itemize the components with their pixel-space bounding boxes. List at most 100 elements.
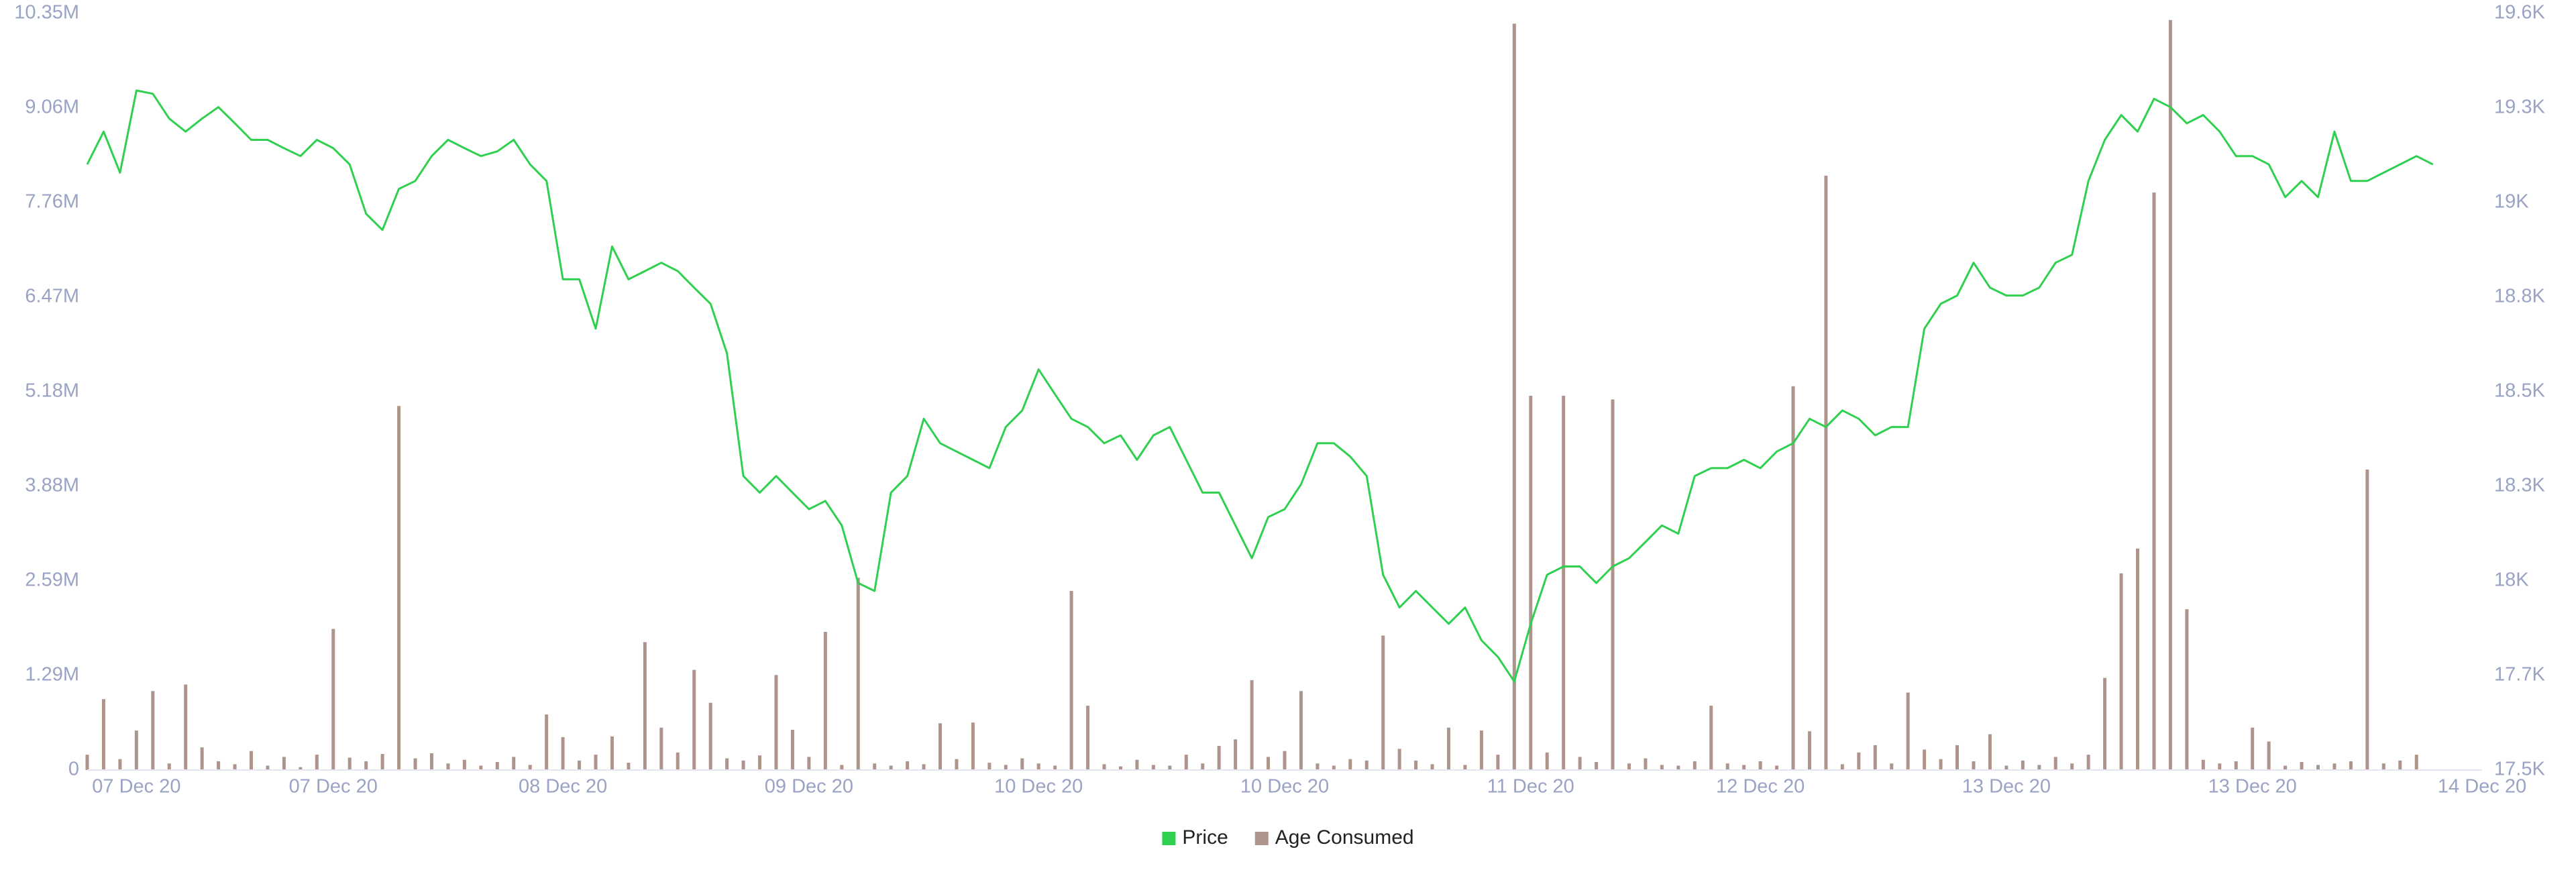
bar — [987, 763, 991, 770]
x-tick-label: 09 Dec 20 — [765, 776, 853, 798]
bar — [2218, 763, 2222, 770]
bar — [906, 761, 910, 770]
bar — [2267, 741, 2271, 770]
bar — [1496, 755, 1500, 770]
bar — [462, 759, 466, 770]
x-tick-label: 11 Dec 20 — [1487, 776, 1574, 798]
bar — [1972, 761, 1976, 770]
y-tick-label: 3.88M — [25, 475, 79, 496]
bar — [2300, 762, 2304, 770]
bar — [1151, 765, 1155, 770]
bar — [217, 761, 221, 770]
y2-tick-label: 18K — [2494, 569, 2529, 591]
bar — [578, 760, 582, 770]
legend: Price Age Consumed — [1162, 826, 1414, 849]
bar — [2316, 765, 2320, 770]
bar — [1217, 746, 1221, 770]
x-tick-label: 10 Dec 20 — [1240, 776, 1329, 798]
y2-tick-label: 18.5K — [2494, 380, 2545, 402]
bar — [708, 702, 712, 770]
bar — [1463, 765, 1467, 770]
y2-tick-label: 18.8K — [2494, 286, 2545, 307]
bar — [1660, 765, 1664, 770]
bar — [1923, 749, 1927, 770]
bar — [1430, 764, 1434, 770]
bar — [1611, 399, 1615, 770]
bar — [1267, 757, 1271, 770]
bar — [676, 752, 680, 770]
bar — [118, 759, 122, 770]
bar — [266, 765, 270, 770]
bar — [1562, 395, 1566, 770]
bar — [1036, 763, 1040, 770]
bar — [364, 761, 368, 770]
y2-tick-label: 19K — [2494, 191, 2529, 213]
y2-tick-label: 18.3K — [2494, 475, 2545, 496]
bar — [2070, 763, 2074, 770]
bar — [2086, 755, 2090, 770]
bar — [2021, 760, 2025, 770]
bar — [545, 714, 549, 770]
bar — [184, 684, 188, 770]
bar — [1332, 765, 1336, 770]
bar — [1381, 635, 1385, 770]
bar — [2251, 727, 2255, 770]
bar — [594, 755, 598, 770]
bar — [2332, 763, 2337, 770]
bar — [774, 675, 778, 770]
bar — [1545, 752, 1549, 770]
bar — [692, 669, 696, 770]
bar — [659, 727, 663, 770]
bar — [85, 755, 89, 770]
bar — [1184, 755, 1188, 770]
bar — [479, 765, 483, 770]
bar — [2053, 757, 2057, 770]
x-tick-label: 13 Dec 20 — [1962, 776, 2051, 798]
bar — [429, 753, 433, 770]
bar — [1234, 739, 1238, 770]
bar — [2381, 763, 2385, 770]
bar — [1955, 745, 1960, 770]
bar — [1118, 766, 1122, 770]
x-tick-label: 12 Dec 20 — [1716, 776, 1805, 798]
y2-tick-label: 19.3K — [2494, 97, 2545, 118]
bar — [840, 765, 844, 770]
bar — [413, 758, 417, 770]
x-tick-label: 14 Dec 20 — [2438, 776, 2526, 798]
bar — [725, 758, 729, 770]
bar — [1693, 761, 1697, 770]
bar — [1742, 765, 1746, 770]
bar — [1201, 763, 1205, 770]
bar — [1775, 765, 1779, 770]
legend-swatch — [1162, 832, 1176, 845]
bar — [1447, 727, 1451, 770]
legend-label: Price — [1182, 826, 1228, 849]
bar — [807, 757, 811, 770]
bar — [1906, 692, 1910, 770]
bar — [1627, 763, 1631, 770]
bar — [2284, 765, 2288, 770]
y-tick-label: 10.35M — [14, 2, 79, 23]
bar — [1988, 734, 1992, 770]
bar — [1857, 752, 1861, 770]
bar — [1840, 764, 1844, 770]
bar — [2398, 760, 2402, 770]
bar — [134, 730, 138, 770]
bar — [938, 723, 943, 770]
bar — [2152, 193, 2156, 770]
bar — [1725, 763, 1729, 770]
bar — [331, 629, 335, 770]
bar — [1102, 764, 1106, 770]
bar — [2168, 19, 2172, 770]
bar — [528, 765, 532, 770]
bar — [1824, 175, 1828, 770]
bar — [922, 764, 926, 770]
bar — [1791, 386, 1795, 770]
legend-swatch — [1254, 832, 1269, 845]
bar — [1348, 759, 1352, 770]
bar — [250, 751, 254, 770]
bar — [2349, 761, 2353, 770]
bar — [2185, 609, 2189, 770]
bar — [1644, 758, 1648, 770]
